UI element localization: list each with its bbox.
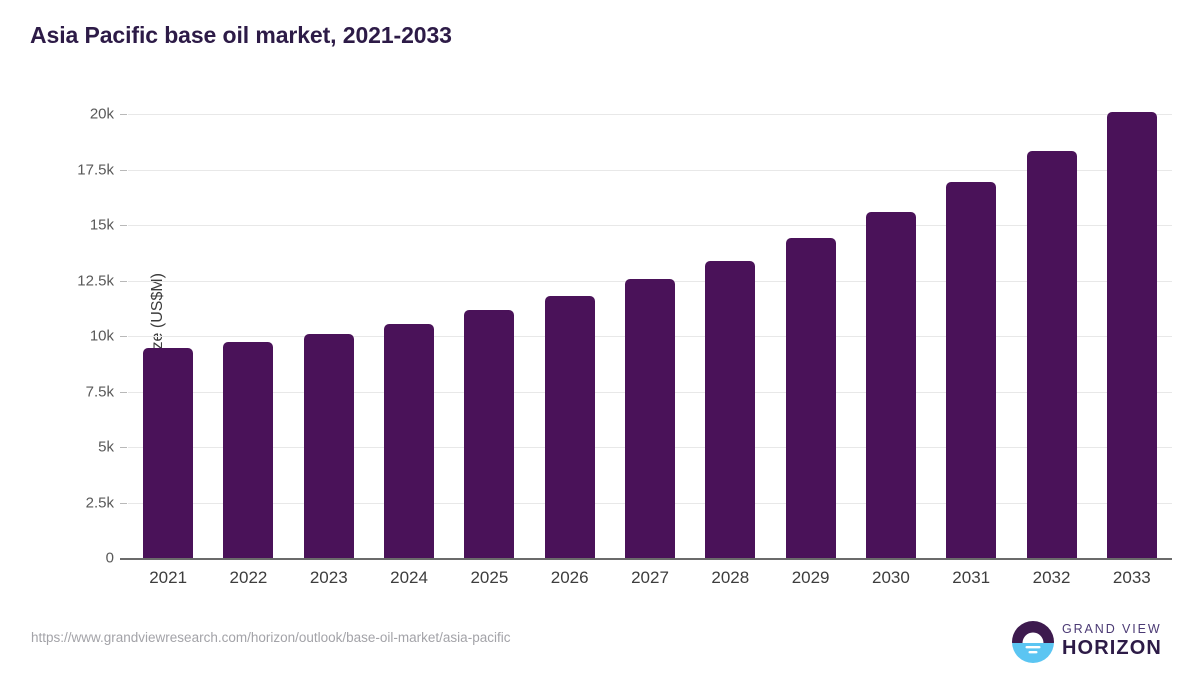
y-tick-mark bbox=[120, 169, 127, 171]
brand-text: GRAND VIEW HORIZON bbox=[1062, 622, 1172, 659]
bar[interactable] bbox=[705, 260, 756, 558]
bar[interactable] bbox=[384, 323, 435, 558]
x-tick-label: 2032 bbox=[1032, 568, 1071, 587]
bar[interactable] bbox=[1106, 111, 1157, 558]
y-tick-label: 5k bbox=[98, 438, 114, 456]
y-tick-mark bbox=[120, 280, 127, 282]
bar[interactable] bbox=[303, 333, 354, 558]
source-url[interactable]: https://www.grandviewresearch.com/horizo… bbox=[31, 630, 511, 645]
bar[interactable] bbox=[625, 279, 675, 558]
x-tick-label: 2024 bbox=[390, 568, 428, 587]
y-tick-label: 17.5k bbox=[77, 161, 114, 178]
gridline bbox=[128, 169, 1172, 171]
x-tick-label: 2021 bbox=[149, 568, 188, 587]
y-tick-label: 2.5k bbox=[85, 494, 114, 511]
y-tick-label: 0 bbox=[105, 549, 114, 567]
x-tick-label: 2025 bbox=[470, 568, 509, 587]
x-tick-label: 2030 bbox=[872, 568, 910, 587]
bar[interactable] bbox=[544, 296, 595, 558]
y-tick-mark bbox=[120, 225, 127, 226]
y-tick-label: 10k bbox=[89, 327, 114, 345]
y-tick-label: 7.5k bbox=[85, 383, 114, 400]
y-tick-mark bbox=[120, 447, 127, 448]
y-tick-mark bbox=[120, 336, 127, 337]
bar[interactable] bbox=[464, 310, 515, 558]
x-tick-label: 2029 bbox=[791, 568, 830, 587]
y-tick-label: 20k bbox=[89, 105, 114, 123]
x-tick-label: 2033 bbox=[1112, 568, 1151, 587]
brand-logo[interactable]: GRAND VIEW HORIZON bbox=[1012, 618, 1172, 666]
x-tick-label: 2027 bbox=[631, 568, 669, 587]
x-tick-label: 2023 bbox=[309, 568, 348, 587]
page-title: Asia Pacific base oil market, 2021-2033 bbox=[30, 22, 452, 48]
brand-line-horizon: HORIZON bbox=[1062, 637, 1162, 659]
x-tick-label: 2026 bbox=[550, 568, 589, 587]
bar[interactable] bbox=[946, 181, 997, 558]
plot-area bbox=[128, 111, 1172, 558]
horizon-sun-circle-icon bbox=[1012, 621, 1054, 663]
gridline bbox=[128, 225, 1172, 226]
x-tick-label: 2022 bbox=[229, 568, 268, 587]
bar[interactable] bbox=[143, 348, 194, 558]
x-tick-label: 2028 bbox=[711, 568, 750, 587]
bar[interactable] bbox=[785, 238, 836, 558]
bar[interactable] bbox=[865, 211, 916, 558]
y-tick-mark bbox=[120, 114, 127, 115]
y-tick-label: 12.5k bbox=[77, 272, 114, 289]
x-tick-label: 2031 bbox=[952, 568, 991, 587]
bar[interactable] bbox=[223, 342, 274, 558]
y-tick-label: 15k bbox=[89, 216, 114, 234]
y-tick-mark bbox=[120, 391, 127, 393]
brand-line-grand-view: GRAND VIEW bbox=[1062, 622, 1162, 636]
bar[interactable] bbox=[1026, 150, 1077, 558]
gridline bbox=[128, 114, 1172, 115]
x-axis-line bbox=[120, 558, 1172, 560]
y-tick-mark bbox=[120, 502, 127, 504]
